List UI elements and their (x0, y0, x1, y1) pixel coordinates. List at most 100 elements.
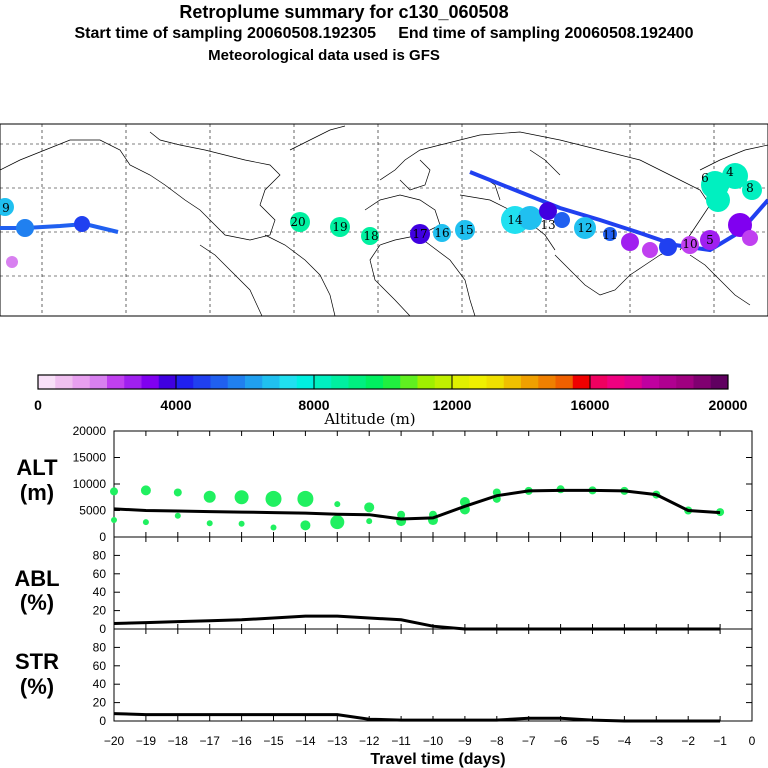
map-day-label: 5 (706, 233, 714, 247)
panel-frame (113, 536, 753, 630)
colorbar-swatch (659, 375, 677, 389)
x-tick-label: −7 (522, 734, 536, 748)
x-tick-label: −19 (136, 734, 157, 748)
plume-day-labels: 9 20 19 18 17 16 15 14 13 12 11 10 5 6 48 (2, 165, 754, 251)
colorbar-swatch (55, 375, 73, 389)
altitude-scatter-point (111, 517, 117, 524)
x-tick-label: −13 (327, 734, 348, 748)
map-day-label: 13 (540, 218, 555, 232)
colorbar-swatch (124, 375, 142, 389)
colorbar-tick-label: 12000 (433, 397, 472, 413)
y-tick-label: 20 (93, 696, 107, 710)
colorbar-swatch (641, 375, 660, 389)
map-day-label: 14 (507, 213, 523, 227)
map-day-label: 12 (577, 221, 592, 235)
panel-alt: 20000 15000 10000 5000 0 (73, 424, 753, 544)
y-tick-label: 60 (93, 567, 107, 581)
colorbar-swatch (158, 375, 177, 389)
y-tick-label: 40 (93, 585, 107, 599)
time-series-panels: 20000 15000 10000 5000 0 80 60 40 20 0 80 60 40 20 0 −2… (73, 424, 756, 748)
colorbar-swatch (521, 375, 539, 389)
abl-panel-label: ABL (14, 566, 59, 591)
y-tick-label: 60 (93, 659, 107, 673)
altitude-scatter-point (140, 485, 151, 496)
map-graticule (0, 124, 768, 316)
y-tick-label: 0 (99, 530, 106, 544)
x-tick-label: 0 (749, 734, 756, 748)
series-line (113, 488, 721, 521)
altitude-scatter-point (265, 490, 282, 507)
altitude-scatter-point (366, 518, 373, 525)
plume-markers (0, 163, 762, 268)
colorbar-swatch (486, 375, 505, 389)
colorbar-swatch (538, 375, 556, 389)
y-tick-label: 40 (93, 677, 107, 691)
x-tick-label: −18 (168, 734, 189, 748)
series-line (113, 712, 721, 723)
altitude-scatter-point (203, 490, 216, 503)
colorbar-swatch (400, 375, 418, 389)
x-tick-label: −16 (231, 734, 252, 748)
colorbar-tick-label: 4000 (160, 397, 191, 413)
colorbar: 0 4000 8000 12000 16000 20000 Altitude (m) (34, 374, 748, 428)
colorbar-tick-label: 0 (34, 397, 42, 413)
colorbar-swatch (296, 375, 315, 389)
colorbar-swatch (503, 375, 522, 389)
x-axis-label: Travel time (days) (370, 751, 505, 768)
colorbar-swatch (693, 375, 712, 389)
colorbar-swatch (469, 375, 487, 389)
colorbar-swatch (245, 375, 263, 389)
altitude-scatter-point (206, 520, 213, 527)
map-day-label: 6 (701, 171, 709, 185)
altitude-scatter-point (110, 487, 118, 496)
map-day-label: 16 (434, 226, 449, 240)
x-tick-label: −10 (423, 734, 444, 748)
altitude-scatter-point (297, 490, 314, 507)
panel-str: 80 60 40 20 0 (93, 628, 753, 728)
altitude-scatter-point (330, 515, 345, 530)
colorbar-swatch (279, 375, 298, 389)
map-day-label: 19 (332, 220, 347, 234)
colorbar-swatch (331, 375, 349, 389)
colorbar-swatch (38, 375, 56, 389)
sampling-times: Start time of sampling 20060508.192305 E… (74, 25, 694, 42)
colorbar-swatch (176, 375, 194, 389)
map-day-label: 9 (2, 201, 10, 215)
colorbar-tick-label: 8000 (298, 397, 329, 413)
colorbar-swatch (262, 375, 280, 389)
colorbar-swatch (210, 375, 229, 389)
alt-panel-label: ALT (16, 455, 58, 480)
str-panel-unit: (%) (20, 674, 54, 699)
colorbar-swatch (710, 375, 729, 389)
colorbar-swatch (590, 375, 608, 389)
x-tick-labels: −20 −19 −18 −17 −16 −15 −14 −13 −12 −11 −10 −9 −8 −7−… (104, 734, 756, 748)
colorbar-swatch (417, 375, 436, 389)
map-day-label: 18 (363, 229, 378, 243)
x-tick-label: −6 (554, 734, 568, 748)
map-day-label: 17 (412, 227, 427, 241)
series-line (113, 614, 721, 631)
map-day-label: 15 (458, 223, 473, 237)
colorbar-swatch (383, 375, 401, 389)
x-tick-label: −3 (649, 734, 663, 748)
y-tick-label: 0 (99, 622, 106, 636)
colorbar-swatch (107, 375, 125, 389)
x-tick-label: −2 (681, 734, 695, 748)
map-day-label: 10 (682, 237, 697, 251)
map-day-label: 20 (290, 215, 305, 229)
altitude-scatter-point (238, 520, 245, 527)
y-tick-label: 15000 (73, 451, 107, 465)
y-tick-label: 10000 (73, 477, 107, 491)
x-tick-label: −8 (490, 734, 504, 748)
colorbar-swatch (193, 375, 211, 389)
retroplume-map: 9 20 19 18 17 16 15 14 13 12 11 10 5 6 48 (0, 123, 768, 317)
y-tick-label: 80 (93, 548, 107, 562)
altitude-scatter-point (270, 524, 277, 531)
x-tick-label: −17 (200, 734, 221, 748)
map-frame (0, 123, 768, 317)
y-tick-label: 20000 (73, 424, 107, 438)
panel-frame (113, 628, 753, 722)
x-tick-label: −20 (104, 734, 125, 748)
y-tick-label: 20 (93, 604, 107, 618)
panel-abl: 80 60 40 20 0 (93, 536, 753, 636)
